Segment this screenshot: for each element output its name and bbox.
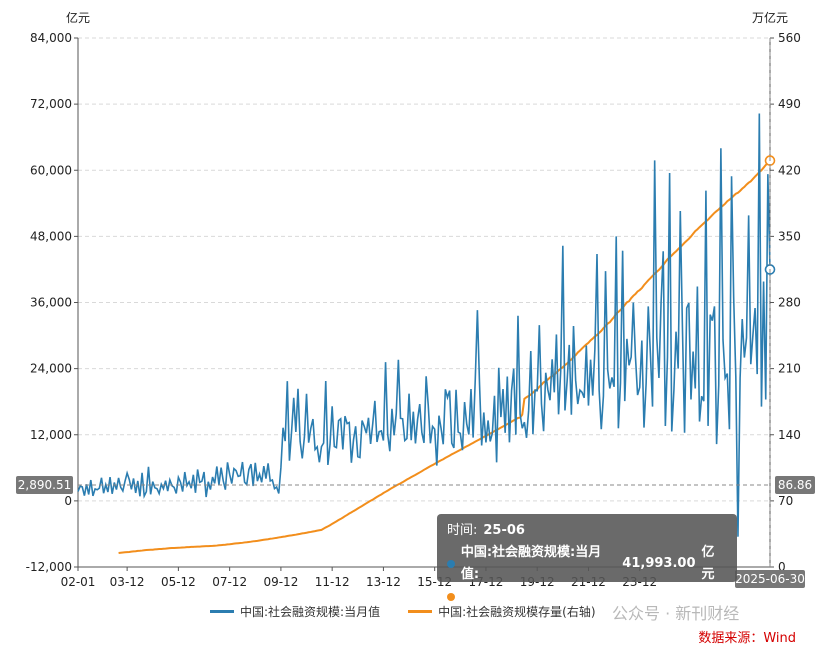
left-tick-label: 24,000 — [30, 362, 72, 376]
tooltip-row2-unit: 万亿元 — [657, 589, 697, 604]
tooltip-time-row: 时间: 25-06 — [447, 520, 727, 542]
tooltip-dot-stock — [447, 593, 455, 601]
crosshair-right-label-bg — [775, 475, 815, 494]
left-tick-label: 60,000 — [30, 163, 72, 177]
right-tick-label: 350 — [778, 229, 801, 243]
right-tick-label: 210 — [778, 362, 801, 376]
legend-swatch-monthly — [210, 610, 234, 613]
legend-item-monthly[interactable]: 中国:社会融资规模:当月值 — [210, 603, 380, 620]
tooltip: 时间: 25-06 中国:社会融资规模:当月值: 41,993.00 亿元 中国… — [437, 514, 737, 604]
right-tick-label: 490 — [778, 97, 801, 111]
legend-label-monthly: 中国:社会融资规模:当月值 — [240, 605, 381, 619]
x-tick-label: 05-12 — [161, 575, 196, 589]
crosshair-right-label: 86.86 — [778, 478, 812, 492]
crosshair-x-label: 2025-06-30 — [735, 572, 805, 586]
crosshair: 2,890.51 86.86 2025-06-30 — [16, 38, 815, 588]
right-tick-label: 0 — [778, 560, 786, 574]
left-tick-label: 36,000 — [30, 296, 72, 310]
legend-swatch-stock — [408, 610, 433, 613]
right-tick-label: 140 — [778, 428, 801, 442]
left-tick-label: -12,000 — [26, 560, 72, 574]
right-tick-label: 70 — [778, 494, 793, 508]
legend: 中国:社会融资规模:当月值 中国:社会融资规模存量(右轴) — [210, 603, 596, 620]
x-tick-label: 03-12 — [110, 575, 145, 589]
source-text: 数据来源：Wind — [698, 631, 796, 646]
right-tick-label: 420 — [778, 163, 801, 177]
right-axis-unit: 万亿元 — [752, 10, 788, 25]
crosshair-left-label: 2,890.51 — [18, 478, 71, 492]
left-tick-label: 84,000 — [30, 31, 72, 45]
crosshair-left-label-bg — [16, 475, 73, 494]
tooltip-dot-monthly — [447, 560, 455, 568]
left-tick-label: 72,000 — [30, 97, 72, 111]
series-group — [77, 113, 776, 555]
left-tick-label: 12,000 — [30, 428, 72, 442]
tooltip-time-value: 25-06 — [483, 523, 525, 538]
tooltip-row-stock: 中国:社会融资规模存量: 430.22 万亿元 — [447, 586, 727, 608]
tooltip-row1-label: 中国:社会融资规模:当月值: — [460, 545, 602, 582]
x-tick-label: 13-12 — [366, 575, 401, 589]
watermark-text: 公众号 · 新刊财经 — [612, 604, 740, 623]
tooltip-row1-unit: 亿元 — [701, 545, 715, 582]
right-axis-ticks: 560 490 420 350 280 210 140 70 0 — [770, 31, 801, 574]
tooltip-time-label: 时间: — [447, 523, 478, 538]
legend-label-stock: 中国:社会融资规模存量(右轴) — [438, 605, 596, 619]
tooltip-row2-value: 430.22 — [605, 589, 652, 604]
x-tick-label: 02-01 — [61, 575, 96, 589]
left-axis-unit: 亿元 — [66, 10, 90, 25]
x-tick-label: 11-12 — [315, 575, 350, 589]
tooltip-row2-label: 中国:社会融资规模存量: — [461, 589, 600, 604]
tooltip-row-monthly: 中国:社会融资规模:当月值: 41,993.00 亿元 — [447, 542, 727, 586]
right-tick-label: 560 — [778, 31, 801, 45]
series-line-monthly — [77, 113, 771, 537]
series-line-stock — [118, 159, 771, 555]
left-tick-label: 0 — [64, 494, 72, 508]
crosshair-x-label-bg — [735, 570, 805, 588]
left-axis-ticks: 84,000 72,000 60,000 48,000 36,000 24,000 12,0… — [26, 31, 78, 574]
tooltip-row1-value: 41,993.00 — [622, 556, 696, 571]
left-tick-label: 48,000 — [30, 229, 72, 243]
legend-item-stock[interactable]: 中国:社会融资规模存量(右轴) — [408, 603, 596, 620]
right-tick-label: 280 — [778, 296, 801, 310]
x-tick-label: 09-12 — [263, 575, 298, 589]
x-tick-label: 07-12 — [212, 575, 247, 589]
